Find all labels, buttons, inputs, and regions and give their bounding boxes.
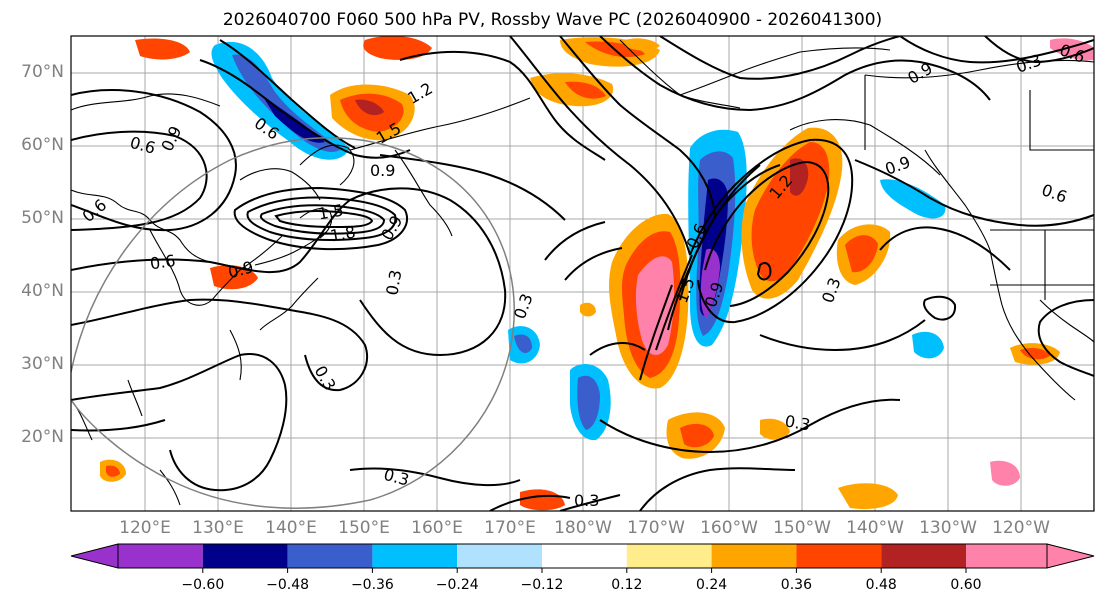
colorbar-tick-label: −0.48 bbox=[266, 577, 310, 593]
lon-label: 150°E bbox=[338, 518, 390, 538]
colorbar-tick-label: 0.60 bbox=[950, 577, 982, 593]
map-frame bbox=[70, 35, 1095, 512]
lat-label: 50°N bbox=[21, 208, 64, 228]
figure-title: 2026040700 F060 500 hPa PV, Rossby Wave … bbox=[222, 10, 883, 30]
colorbar-extend-min bbox=[70, 543, 119, 569]
colorbar-tick-label: 0.48 bbox=[865, 577, 897, 593]
colorbar-bin bbox=[372, 544, 458, 568]
colorbar-bin bbox=[626, 544, 712, 568]
lat-label: 60°N bbox=[21, 135, 64, 155]
contour-label: 0.3 bbox=[783, 411, 811, 434]
colorbar-tick-label: −0.60 bbox=[181, 577, 225, 593]
colorbar-bin bbox=[542, 544, 627, 568]
lat-label: 30°N bbox=[21, 354, 64, 374]
lat-label: 40°N bbox=[21, 281, 64, 301]
contour-label: 0.3 bbox=[382, 268, 405, 296]
lon-label: 120°W bbox=[992, 518, 1050, 538]
lon-label: 140°E bbox=[265, 518, 317, 538]
lon-label: 140°W bbox=[846, 518, 904, 538]
colorbar-bin bbox=[457, 544, 542, 568]
colorbar-bin bbox=[202, 544, 288, 568]
pv-contours bbox=[71, 36, 1094, 511]
lon-label: 180°W bbox=[554, 518, 612, 538]
lon-label: 130°E bbox=[192, 518, 244, 538]
lon-label: 130°W bbox=[919, 518, 977, 538]
colorbar-tick-label: −0.36 bbox=[350, 577, 394, 593]
colorbar-bin bbox=[711, 544, 797, 568]
colorbar-bin bbox=[881, 544, 966, 568]
lat-label: 70°N bbox=[21, 62, 64, 82]
colorbar-extend-max bbox=[1046, 543, 1095, 569]
lat-label: 20°N bbox=[21, 427, 64, 447]
colorbar-tick-label: 0.36 bbox=[780, 577, 812, 593]
colorbar-tick-label: 0.24 bbox=[696, 577, 728, 593]
lon-label: 150°W bbox=[773, 518, 831, 538]
contour-label: 1.8 bbox=[329, 222, 357, 245]
lon-label: 170°W bbox=[627, 518, 685, 538]
contour-label: 0.9 bbox=[370, 161, 395, 180]
lon-label: 120°E bbox=[119, 518, 171, 538]
colorbar-bin bbox=[796, 544, 882, 568]
colorbar-tick-label: −0.12 bbox=[520, 577, 564, 593]
lon-label: 170°E bbox=[484, 518, 536, 538]
colorbar-bin bbox=[966, 544, 1047, 568]
colorbar-bin bbox=[118, 544, 203, 568]
contour-label: 1.5 bbox=[317, 200, 345, 223]
contour-label: 0.3 bbox=[574, 491, 599, 510]
colorbar bbox=[70, 543, 1095, 573]
lon-label: 160°E bbox=[411, 518, 463, 538]
lon-label: 160°W bbox=[700, 518, 758, 538]
reference-circle bbox=[71, 137, 515, 509]
colorbar-tick-label: 0.12 bbox=[611, 577, 643, 593]
contour-label: 0.6 bbox=[149, 251, 177, 273]
colorbar-bin bbox=[287, 544, 373, 568]
colorbar-tick-label: −0.24 bbox=[435, 577, 479, 593]
colorbar-frame bbox=[117, 543, 1048, 569]
